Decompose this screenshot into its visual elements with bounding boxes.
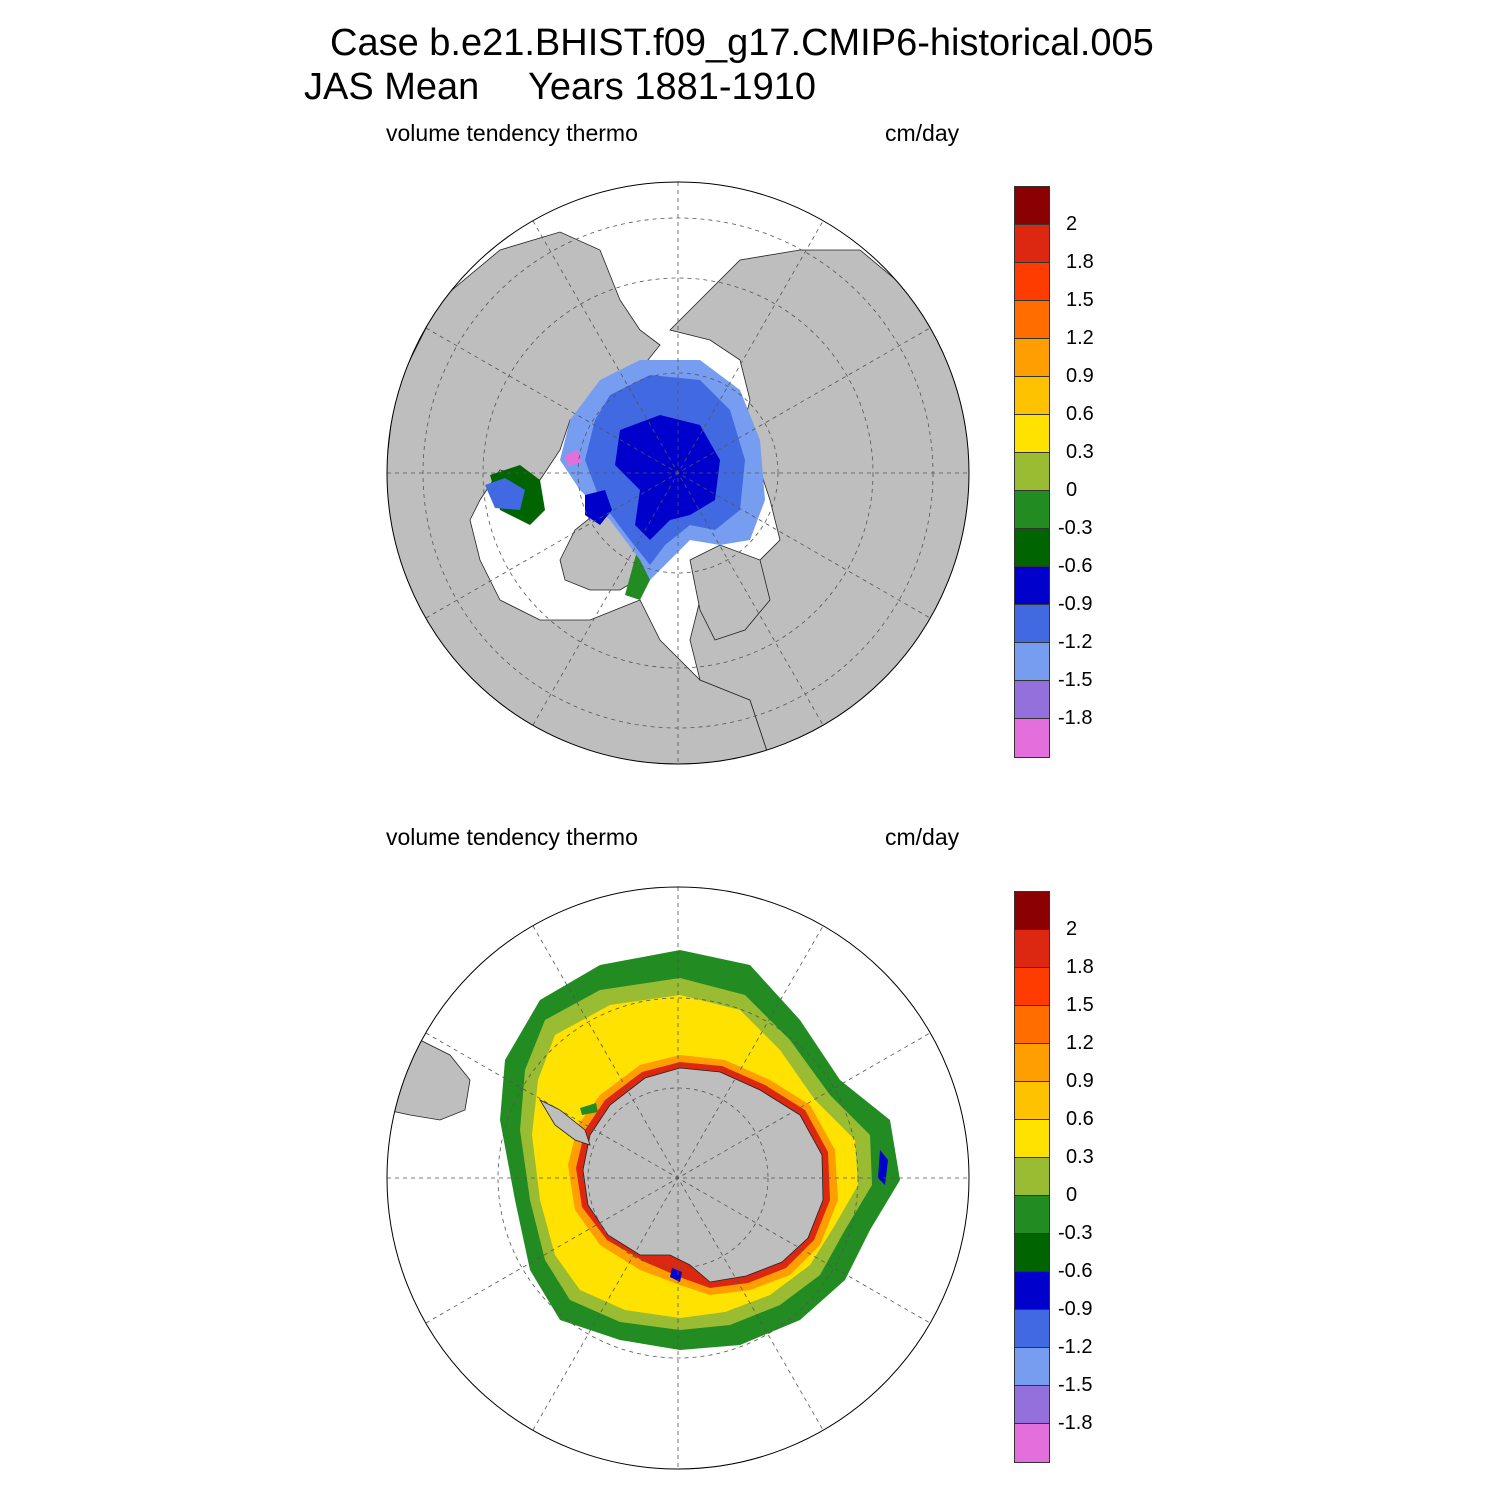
colorbar-tick-label: 0.3 <box>1066 441 1094 463</box>
colorbar-swatch <box>1015 339 1049 377</box>
colorbar-tick-label: 1.2 <box>1066 1032 1094 1054</box>
colorbar-tick-label: 0.6 <box>1066 403 1094 425</box>
colorbar-swatch <box>1015 1234 1049 1272</box>
colorbar-swatch <box>1015 1348 1049 1386</box>
colorbar-swatch <box>1015 1272 1049 1310</box>
colorbar-swatch <box>1015 301 1049 339</box>
colorbar-tick-label: 0.9 <box>1066 365 1094 387</box>
colorbar-swatch <box>1015 187 1049 225</box>
colorbar-swatch <box>1015 491 1049 529</box>
colorbar-tick-label: -1.5 <box>1058 1374 1093 1396</box>
season-label: JAS Mean <box>304 66 480 108</box>
colorbar-tick-label: -0.6 <box>1058 555 1093 577</box>
antarctic-variable-label: volume tendency thermo <box>386 824 638 850</box>
arctic-map-border <box>386 181 970 765</box>
colorbar-swatch <box>1015 1386 1049 1424</box>
colorbar-swatch <box>1015 1082 1049 1120</box>
colorbar-tick-label: -0.3 <box>1058 1222 1093 1244</box>
colorbar-swatch <box>1015 453 1049 491</box>
antarctic-map-border <box>386 886 970 1470</box>
colorbar-tick-label: -1.2 <box>1058 631 1093 653</box>
antarctic-map <box>387 887 969 1469</box>
colorbar-tick-label: 1.8 <box>1066 251 1094 273</box>
antarctic-land-antarctica <box>582 1067 824 1283</box>
colorbar-tick-label: 0 <box>1066 479 1078 501</box>
colorbar-swatch <box>1015 1044 1049 1082</box>
arctic-variable-label: volume tendency thermo <box>386 120 638 146</box>
antarctic-ice-blue-patch-ross <box>670 1268 682 1282</box>
years-label: Years 1881-1910 <box>528 66 817 108</box>
colorbar-swatch <box>1015 1310 1049 1348</box>
arctic-units-label: cm/day <box>885 120 960 146</box>
colorbar-swatch <box>1015 377 1049 415</box>
colorbar-swatch <box>1015 415 1049 453</box>
colorbar-tick-label: -0.9 <box>1058 593 1093 615</box>
colorbar-tick-label: 2 <box>1066 213 1078 235</box>
arctic-map <box>387 182 969 764</box>
colorbar-swatch <box>1015 1006 1049 1044</box>
colorbar-swatch <box>1015 643 1049 681</box>
colorbar-tick-label: 0.6 <box>1066 1108 1094 1130</box>
colorbar-swatch <box>1015 1120 1049 1158</box>
colorbar-tick-label: 1.8 <box>1066 956 1094 978</box>
colorbar-swatch <box>1015 567 1049 605</box>
colorbar-tick-label: 0.9 <box>1066 1070 1094 1092</box>
arctic-ice-hudson <box>585 490 612 525</box>
colorbar-tick-label: 2 <box>1066 918 1078 940</box>
colorbar-tick-label: -1.2 <box>1058 1336 1093 1358</box>
colorbar-swatch <box>1015 605 1049 643</box>
arctic-colorbar <box>1014 186 1050 758</box>
colorbar-swatch <box>1015 529 1049 567</box>
colorbar-tick-label: -0.3 <box>1058 517 1093 539</box>
arctic-ice-baffin <box>485 478 525 510</box>
colorbar-tick-label: -1.8 <box>1058 707 1093 729</box>
colorbar-swatch <box>1015 892 1049 930</box>
colorbar-tick-label: -0.6 <box>1058 1260 1093 1282</box>
colorbar-tick-label: 1.2 <box>1066 327 1094 349</box>
colorbar-swatch <box>1015 263 1049 301</box>
colorbar-tick-label: 1.5 <box>1066 289 1094 311</box>
colorbar-tick-label: -1.5 <box>1058 669 1093 691</box>
colorbar-tick-label: 1.5 <box>1066 994 1094 1016</box>
arctic-land-eurasia <box>387 231 771 764</box>
main-title: Case b.e21.BHIST.f09_g17.CMIP6-historica… <box>330 22 1154 64</box>
antarctic-colorbar <box>1014 891 1050 1463</box>
colorbar-swatch <box>1015 930 1049 968</box>
colorbar-swatch <box>1015 719 1049 757</box>
colorbar-swatch <box>1015 1158 1049 1196</box>
colorbar-swatch <box>1015 1424 1049 1462</box>
colorbar-tick-label: -0.9 <box>1058 1298 1093 1320</box>
colorbar-tick-label: -1.8 <box>1058 1412 1093 1434</box>
colorbar-tick-label: 0 <box>1066 1184 1078 1206</box>
antarctic-ice-green-patch <box>580 1103 598 1115</box>
antarctic-ice-blue-patch-east <box>878 1150 888 1185</box>
colorbar-swatch <box>1015 225 1049 263</box>
colorbar-swatch <box>1015 968 1049 1006</box>
arctic-land-scandinavia <box>689 544 771 641</box>
colorbar-swatch <box>1015 1196 1049 1234</box>
colorbar-swatch <box>1015 681 1049 719</box>
arctic-ice-pink <box>565 450 582 466</box>
antarctic-units-label: cm/day <box>885 824 960 850</box>
colorbar-tick-label: 0.3 <box>1066 1146 1094 1168</box>
